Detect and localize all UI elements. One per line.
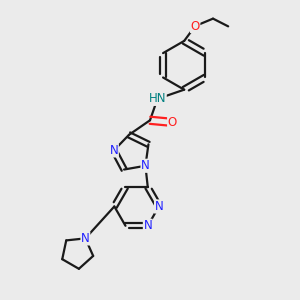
Text: O: O <box>168 116 177 129</box>
Text: O: O <box>190 20 200 33</box>
Text: N: N <box>143 219 152 232</box>
Text: HN: HN <box>149 92 166 105</box>
Text: N: N <box>141 159 150 172</box>
Text: N: N <box>110 144 118 157</box>
Text: N: N <box>154 200 163 213</box>
Text: N: N <box>81 232 90 245</box>
